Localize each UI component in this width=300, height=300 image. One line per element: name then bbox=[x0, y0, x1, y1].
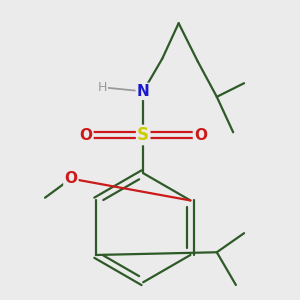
Text: O: O bbox=[64, 171, 77, 186]
Text: O: O bbox=[194, 128, 207, 142]
Text: N: N bbox=[137, 84, 150, 99]
Text: S: S bbox=[137, 126, 149, 144]
Text: O: O bbox=[80, 128, 92, 142]
Text: H: H bbox=[98, 81, 107, 94]
